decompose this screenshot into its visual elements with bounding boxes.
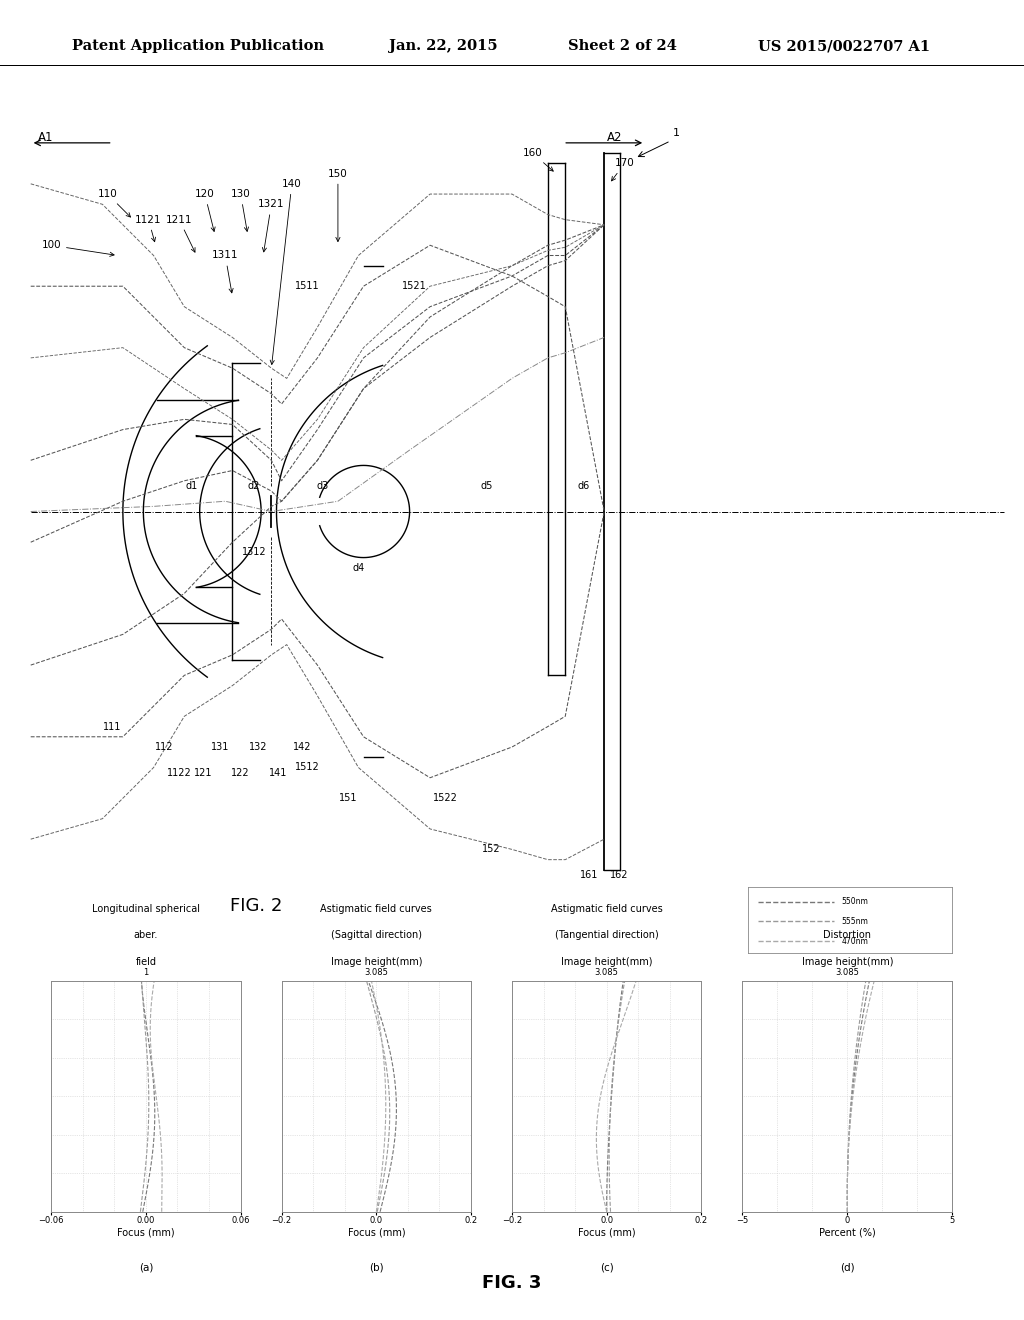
Text: 170: 170	[611, 158, 635, 181]
Text: 470nm: 470nm	[842, 937, 868, 945]
Text: (a): (a)	[138, 1262, 154, 1272]
Text: 162: 162	[610, 870, 629, 880]
Text: Image height(mm): Image height(mm)	[561, 957, 652, 966]
Text: d6: d6	[578, 480, 590, 491]
Text: 1: 1	[143, 969, 148, 977]
Text: d1: d1	[185, 480, 198, 491]
Text: Astigmatic field curves: Astigmatic field curves	[321, 904, 432, 913]
Text: A2: A2	[606, 131, 623, 144]
Text: 152: 152	[482, 845, 501, 854]
Text: Astigmatic field curves: Astigmatic field curves	[551, 904, 663, 913]
Text: 161: 161	[580, 870, 598, 880]
Text: 3.085: 3.085	[836, 969, 859, 977]
Text: 130: 130	[230, 189, 251, 231]
Text: 110: 110	[97, 189, 130, 216]
Text: Jan. 22, 2015: Jan. 22, 2015	[389, 40, 498, 53]
Text: (d): (d)	[840, 1262, 855, 1272]
Text: 122: 122	[231, 768, 250, 777]
Text: aber.: aber.	[134, 931, 158, 940]
Text: 1: 1	[673, 128, 679, 137]
Text: 111: 111	[103, 722, 122, 731]
Text: (c): (c)	[600, 1262, 613, 1272]
Text: (Sagittal direction): (Sagittal direction)	[331, 931, 422, 940]
Text: FIG. 2: FIG. 2	[229, 896, 283, 915]
Text: d5: d5	[480, 480, 493, 491]
Text: 120: 120	[195, 189, 215, 231]
Text: FIG. 3: FIG. 3	[482, 1274, 542, 1292]
Text: 1211: 1211	[166, 215, 195, 252]
Text: 150: 150	[328, 169, 348, 242]
Text: 100: 100	[41, 240, 114, 256]
Text: field: field	[135, 957, 157, 966]
X-axis label: Focus (mm): Focus (mm)	[117, 1228, 175, 1238]
Text: 142: 142	[293, 742, 311, 752]
Text: Longitudinal spherical: Longitudinal spherical	[92, 904, 200, 913]
Text: 3.085: 3.085	[365, 969, 388, 977]
X-axis label: Focus (mm): Focus (mm)	[578, 1228, 636, 1238]
Text: 550nm: 550nm	[842, 898, 868, 906]
Text: US 2015/0022707 A1: US 2015/0022707 A1	[758, 40, 930, 53]
Text: Distortion: Distortion	[823, 931, 871, 940]
Text: 1311: 1311	[212, 251, 239, 293]
Text: Image height(mm): Image height(mm)	[331, 957, 422, 966]
Text: (b): (b)	[369, 1262, 384, 1272]
Text: A1: A1	[38, 131, 54, 144]
Text: 1511: 1511	[295, 281, 319, 292]
Text: 1521: 1521	[402, 281, 427, 292]
Text: 3.085: 3.085	[595, 969, 618, 977]
Text: d2: d2	[248, 480, 260, 491]
Text: (Tangential direction): (Tangential direction)	[555, 931, 658, 940]
Text: 140: 140	[270, 178, 302, 364]
Text: Sheet 2 of 24: Sheet 2 of 24	[568, 40, 677, 53]
Text: 1321: 1321	[258, 199, 285, 252]
X-axis label: Percent (%): Percent (%)	[819, 1228, 876, 1238]
Text: 160: 160	[522, 148, 553, 172]
Text: 1121: 1121	[135, 215, 162, 242]
Text: Image height(mm): Image height(mm)	[802, 957, 893, 966]
Text: 1512: 1512	[295, 763, 319, 772]
Text: 132: 132	[249, 742, 267, 752]
Text: 141: 141	[269, 768, 288, 777]
Text: 151: 151	[339, 793, 357, 803]
Text: 555nm: 555nm	[842, 917, 868, 925]
Text: 131: 131	[211, 742, 229, 752]
Text: 1522: 1522	[433, 793, 458, 803]
Text: Patent Application Publication: Patent Application Publication	[72, 40, 324, 53]
Text: d4: d4	[352, 562, 365, 573]
X-axis label: Focus (mm): Focus (mm)	[347, 1228, 406, 1238]
Text: 121: 121	[194, 768, 212, 777]
Text: d3: d3	[316, 480, 329, 491]
Text: 1122: 1122	[167, 768, 191, 777]
Text: 1312: 1312	[242, 548, 266, 557]
Text: 112: 112	[155, 742, 173, 752]
